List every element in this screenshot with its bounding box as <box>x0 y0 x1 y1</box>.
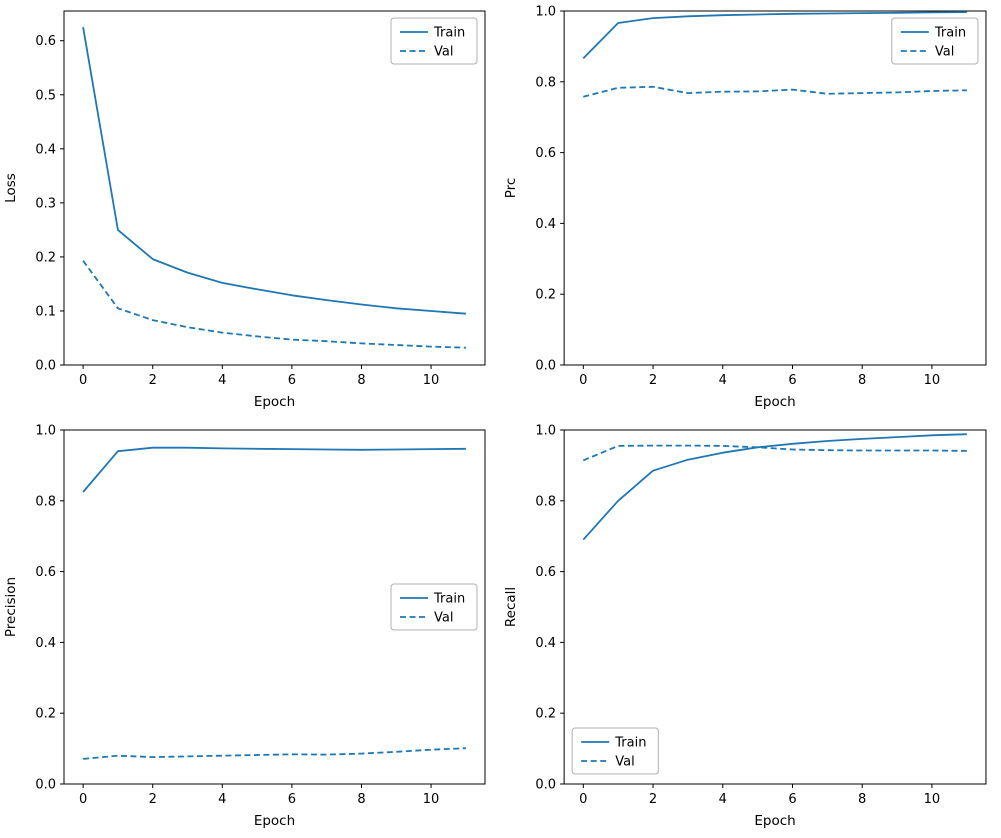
y-tick-label: 0.6 <box>535 565 556 580</box>
legend-frame <box>390 17 478 65</box>
axes-frame <box>563 10 987 366</box>
prc-chart: 0 2 4 6 8 10 0.0 0.2 0.4 0.6 0.8 1.0 Epoch Prc Train Va… <box>503 5 987 410</box>
axes-frame <box>63 429 486 785</box>
y-tick-label: 0.6 <box>35 565 56 580</box>
axes-frame <box>63 10 486 366</box>
train-line <box>82 446 466 493</box>
x-tick-label: 10 <box>423 373 440 388</box>
y-tick-label: 0.2 <box>35 707 56 722</box>
x-tick-label: 6 <box>288 373 296 388</box>
legend-frame <box>390 583 478 631</box>
val-line <box>583 85 967 98</box>
legend: Train Val <box>571 727 659 775</box>
legend-val-label: Val <box>434 611 453 626</box>
precision-chart: 0 2 4 6 8 10 0.0 0.2 0.4 0.6 0.8 1.0 Epoch Precision T… <box>3 424 486 829</box>
y-tick-label: 1.0 <box>535 5 556 20</box>
x-tick-label: 2 <box>649 792 657 807</box>
x-axis-label: Epoch <box>754 394 795 410</box>
loss-chart: 0 2 4 6 8 10 0.0 0.1 0.2 0.3 0.4 0.5 0.6 Epoch Loss Tra… <box>3 10 486 410</box>
y-tick-label: 0.1 <box>35 304 56 319</box>
x-tick-label: 10 <box>924 792 941 807</box>
y-tick-label: 0.4 <box>35 142 56 157</box>
y-tick-label: 0.5 <box>35 88 56 103</box>
y-tick-label: 0.6 <box>35 34 56 49</box>
x-tick-label: 6 <box>788 792 796 807</box>
x-tick-label: 2 <box>149 373 157 388</box>
train-line <box>82 27 466 315</box>
legend-train-label: Train <box>934 26 966 41</box>
x-tick-label: 8 <box>357 373 365 388</box>
recall-chart: 0 2 4 6 8 10 0.0 0.2 0.4 0.6 0.8 1.0 Epoch Recall Trai… <box>503 424 987 829</box>
y-axis-label: Precision <box>3 577 19 637</box>
x-tick-label: 4 <box>719 792 727 807</box>
y-tick-label: 0.3 <box>35 196 56 211</box>
legend: Train Val <box>891 17 979 65</box>
y-tick-label: 0.0 <box>35 359 56 374</box>
y-tick-label: 0.8 <box>35 494 56 509</box>
x-tick-label: 2 <box>149 792 157 807</box>
x-axis-label: Epoch <box>254 813 295 829</box>
val-line <box>83 747 466 760</box>
x-axis-label: Epoch <box>254 394 295 410</box>
val-line <box>82 260 466 349</box>
x-tick-label: 10 <box>924 373 941 388</box>
train-line <box>582 433 967 541</box>
x-tick-label: 8 <box>357 792 365 807</box>
y-tick-label: 0.0 <box>535 359 556 374</box>
y-axis-label: Prc <box>503 178 519 199</box>
x-tick-label: 0 <box>79 792 87 807</box>
x-tick-label: 6 <box>288 792 296 807</box>
x-tick-label: 4 <box>218 373 226 388</box>
val-line <box>582 444 967 462</box>
train-line <box>582 11 967 60</box>
y-tick-label: 0.0 <box>35 778 56 793</box>
legend-val-label: Val <box>935 45 954 60</box>
y-tick-label: 0.2 <box>535 707 556 722</box>
x-tick-label: 6 <box>788 373 796 388</box>
y-tick-label: 1.0 <box>535 424 556 439</box>
axes-frame <box>563 429 987 785</box>
y-tick-label: 0.2 <box>535 288 556 303</box>
legend-train-label: Train <box>614 736 646 751</box>
y-tick-label: 1.0 <box>35 424 56 439</box>
legend-val-label: Val <box>615 755 634 770</box>
x-tick-label: 2 <box>649 373 657 388</box>
legend-train-label: Train <box>433 26 465 41</box>
y-tick-label: 0.8 <box>535 75 556 90</box>
legend-train-label: Train <box>433 592 465 607</box>
x-tick-label: 10 <box>423 792 440 807</box>
x-axis-label: Epoch <box>754 813 795 829</box>
x-tick-label: 8 <box>858 792 866 807</box>
x-tick-label: 4 <box>719 373 727 388</box>
legend: Train Val <box>390 17 478 65</box>
x-tick-label: 4 <box>218 792 226 807</box>
x-tick-label: 0 <box>579 373 587 388</box>
y-tick-label: 0.6 <box>535 146 556 161</box>
x-tick-label: 0 <box>579 792 587 807</box>
legend-frame <box>571 727 659 775</box>
y-tick-label: 0.8 <box>535 494 556 509</box>
y-axis-label: Recall <box>503 587 519 627</box>
y-tick-label: 0.0 <box>535 778 556 793</box>
y-axis-label: Loss <box>3 173 19 203</box>
x-tick-label: 0 <box>79 373 87 388</box>
legend-val-label: Val <box>434 45 453 60</box>
y-tick-label: 0.4 <box>535 217 556 232</box>
legend-frame <box>891 17 979 65</box>
y-tick-label: 0.4 <box>35 636 56 651</box>
x-tick-label: 8 <box>858 373 866 388</box>
y-tick-label: 0.2 <box>35 250 56 265</box>
legend: Train Val <box>390 583 478 631</box>
y-tick-label: 0.4 <box>535 636 556 651</box>
